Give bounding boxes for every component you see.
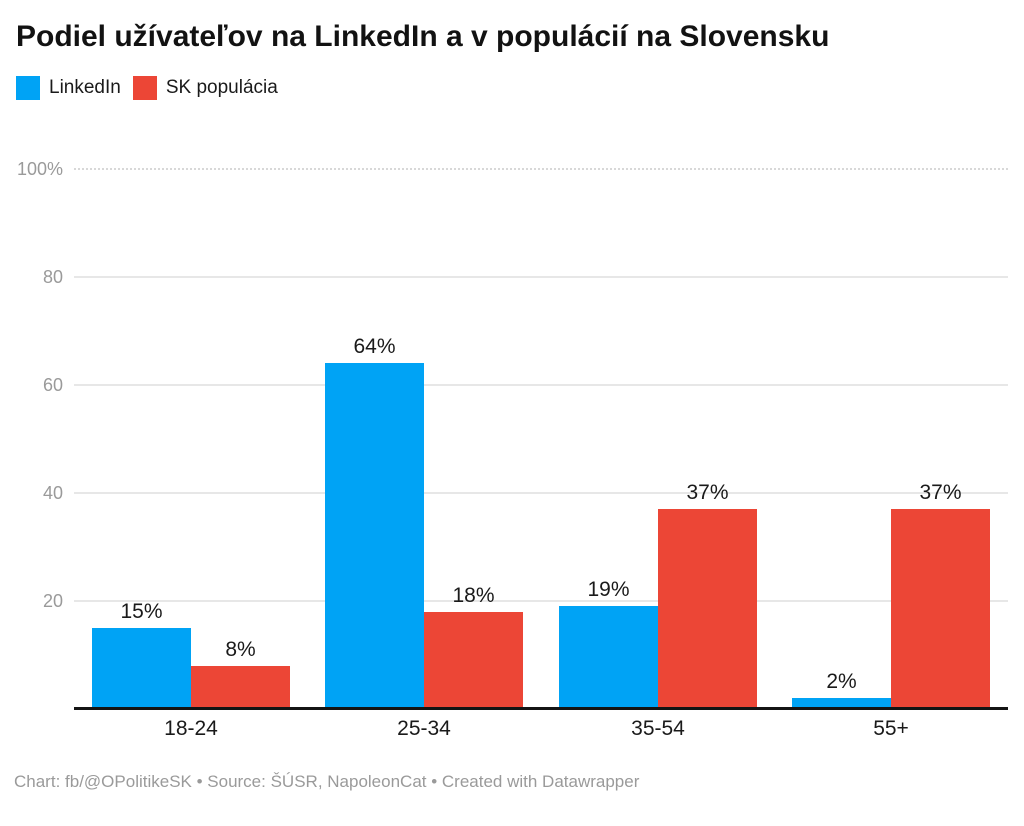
chart-title: Podiel užívateľov na LinkedIn a v populá… xyxy=(16,20,830,53)
bar-value-label: 15% xyxy=(120,600,163,623)
bar-value-label: 37% xyxy=(919,481,962,504)
legend-item-label: SK populácia xyxy=(165,77,278,98)
bar-value-label: 8% xyxy=(225,638,256,661)
y-tick-label: 80 xyxy=(42,267,63,287)
bar-value-label: 2% xyxy=(826,670,857,693)
gridline-80 xyxy=(74,276,1008,278)
x-category-label: 18-24 xyxy=(164,717,218,740)
legend-swatch-icon xyxy=(16,76,40,100)
legend-swatch-icon xyxy=(132,76,157,100)
bar-value-label: 37% xyxy=(686,481,729,504)
gridline-60 xyxy=(74,384,1008,386)
gridline-100 xyxy=(74,168,1008,170)
bar-sk-populácia-35-54 xyxy=(658,509,757,709)
x-axis-baseline xyxy=(74,707,1008,710)
legend-item-2: SK populácia xyxy=(132,76,278,100)
legend: LinkedIn SK populácia xyxy=(16,76,278,100)
y-tick-label: 40 xyxy=(42,483,63,503)
x-category-label: 55+ xyxy=(873,717,909,740)
bar-sk-populácia-18-24 xyxy=(191,666,290,709)
y-tick-label: 100% xyxy=(16,159,63,179)
bar-sk-populácia-55+ xyxy=(891,509,990,709)
bar-linkedin-25-34 xyxy=(325,363,424,709)
bar-linkedin-55+ xyxy=(792,698,891,709)
bar-linkedin-18-24 xyxy=(92,628,191,709)
x-category-label: 25-34 xyxy=(397,717,451,740)
legend-item-1: LinkedIn xyxy=(16,76,121,100)
bar-value-label: 18% xyxy=(452,584,495,607)
bar-linkedin-35-54 xyxy=(559,606,658,709)
gridline-40 xyxy=(74,492,1008,494)
x-category-label: 35-54 xyxy=(631,717,685,740)
chart-footer: Chart: fb/@OPolitikeSK • Source: ŠÚSR, N… xyxy=(14,772,640,791)
legend-item-label: LinkedIn xyxy=(49,77,121,98)
gridline-20 xyxy=(74,600,1008,602)
y-tick-label: 60 xyxy=(42,375,63,395)
bar-value-label: 64% xyxy=(353,335,396,358)
y-tick-label: 20 xyxy=(42,591,63,611)
bar-sk-populácia-25-34 xyxy=(424,612,523,709)
bar-value-label: 19% xyxy=(587,578,630,601)
